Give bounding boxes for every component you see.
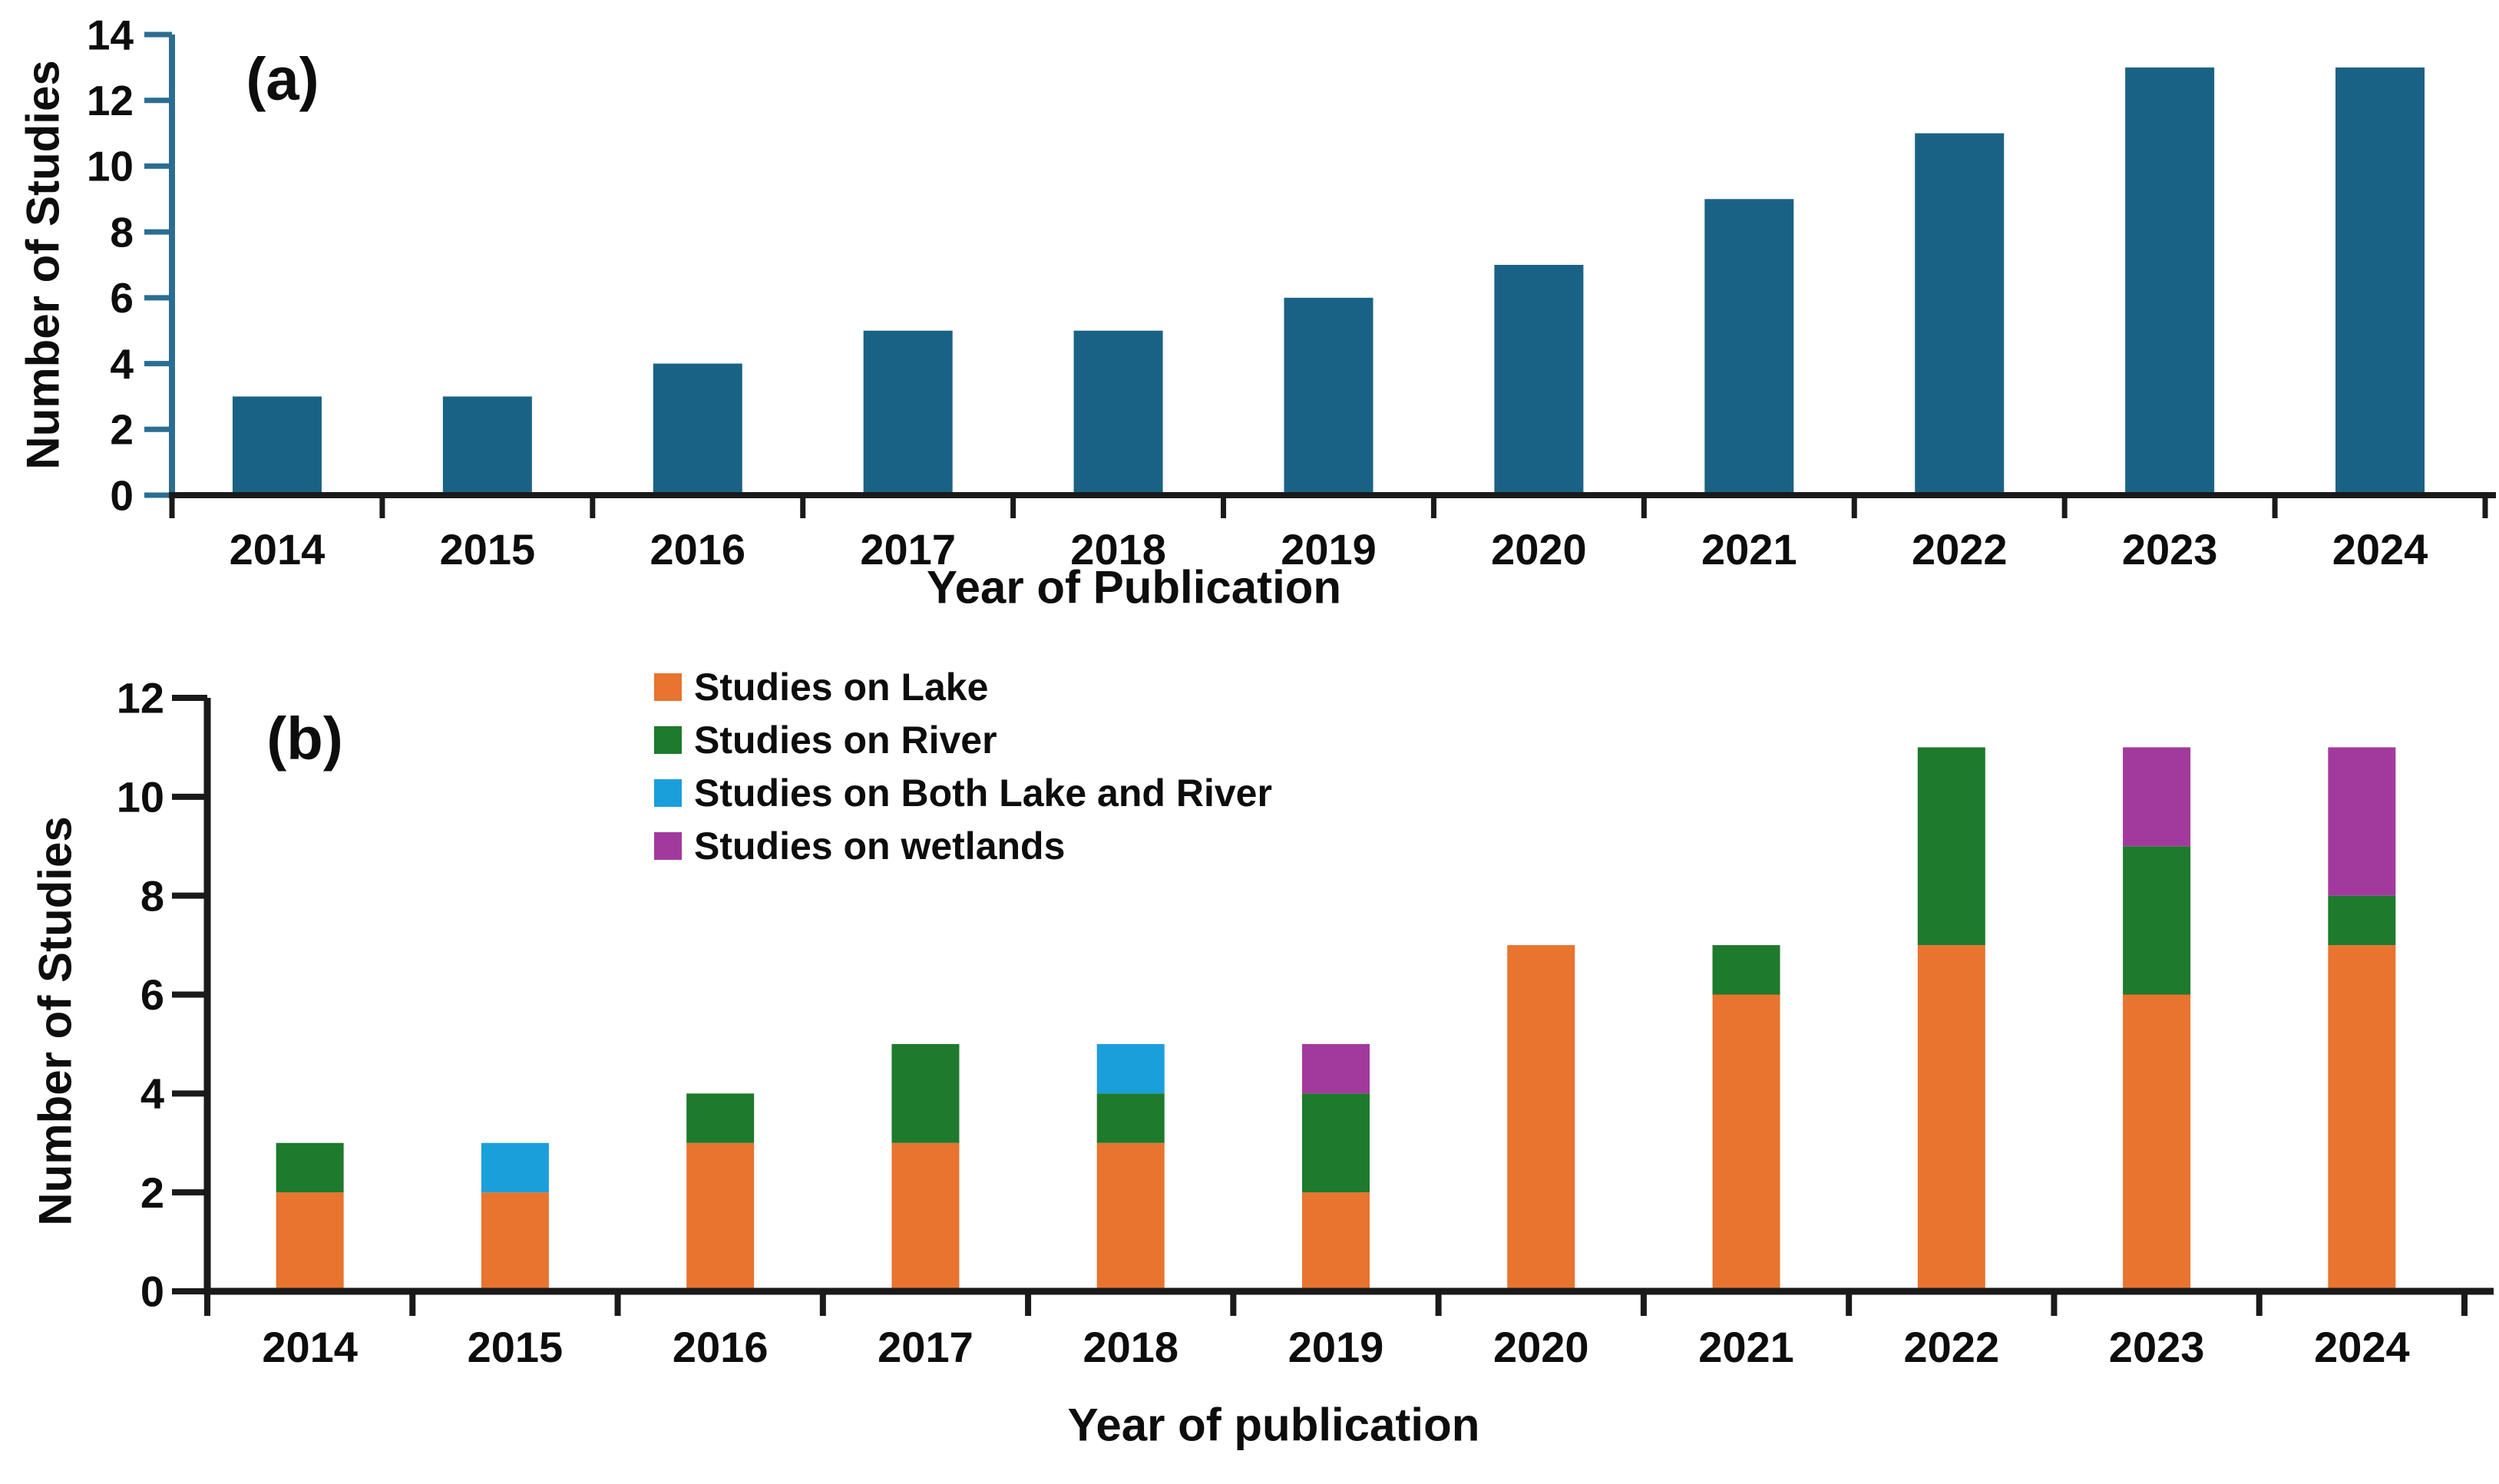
svg-text:0: 0	[140, 1268, 164, 1316]
panel-b-letter: (b)	[266, 704, 343, 772]
svg-text:8: 8	[110, 208, 134, 256]
svg-text:2016: 2016	[650, 525, 745, 573]
svg-text:12: 12	[87, 77, 134, 124]
panel-b-legend: Studies on Lake Studies on River Studies…	[654, 660, 1272, 872]
svg-text:2: 2	[140, 1168, 164, 1217]
svg-text:2020: 2020	[1493, 1323, 1589, 1371]
svg-text:6: 6	[140, 970, 164, 1019]
svg-text:2018: 2018	[1083, 1323, 1178, 1371]
svg-text:6: 6	[110, 274, 134, 322]
svg-text:2014: 2014	[230, 525, 326, 573]
panel-a-y-axis-title: Number of Studies	[17, 60, 69, 470]
svg-text:2024: 2024	[2314, 1323, 2410, 1371]
svg-text:10: 10	[117, 772, 164, 821]
legend-item-both: Studies on Both Lake and River	[654, 766, 1272, 819]
svg-text:2024: 2024	[2332, 525, 2428, 573]
river-swatch-icon	[654, 725, 682, 754]
svg-text:8: 8	[140, 871, 164, 920]
svg-text:2020: 2020	[1491, 525, 1587, 573]
legend-item-river: Studies on River	[654, 713, 1272, 766]
legend-item-lake: Studies on Lake	[654, 660, 1272, 713]
panel-a-letter: (a)	[246, 45, 319, 113]
svg-text:2021: 2021	[1698, 1323, 1794, 1371]
panel-b-plot: 0 2 4 6 8 10 12 2014 2015 2016 2017 2018 2019 2020 202…	[117, 674, 2494, 1371]
svg-text:2017: 2017	[878, 1323, 973, 1371]
lake-swatch-icon	[654, 673, 682, 701]
panel-a-plot: 0 2 4 6 8 10 12 14 2014 2015 2016 2017 2018 2019 2020 2…	[87, 11, 2496, 573]
svg-text:14: 14	[87, 11, 134, 58]
legend-label-wetlands: Studies on wetlands	[694, 824, 1066, 868]
svg-text:2: 2	[110, 406, 134, 454]
svg-text:2019: 2019	[1288, 1323, 1384, 1371]
panel-b-x-axis-title: Year of publication	[1067, 1399, 1480, 1451]
svg-text:12: 12	[117, 674, 164, 722]
svg-text:2019: 2019	[1281, 525, 1377, 573]
legend-label-river: Studies on River	[694, 718, 997, 762]
svg-text:2015: 2015	[468, 1323, 564, 1371]
svg-text:2016: 2016	[673, 1323, 769, 1371]
svg-text:2018: 2018	[1070, 525, 1166, 573]
svg-text:2022: 2022	[1904, 1323, 2000, 1371]
legend-label-lake: Studies on Lake	[694, 665, 989, 709]
legend-item-wetlands: Studies on wetlands	[654, 819, 1272, 872]
svg-text:4: 4	[140, 1069, 164, 1118]
svg-text:2022: 2022	[1912, 525, 2008, 573]
panel-a-x-axis-title: Year of Publication	[926, 561, 1342, 613]
svg-text:2017: 2017	[860, 525, 956, 573]
svg-text:2023: 2023	[2109, 1323, 2205, 1371]
svg-text:2015: 2015	[440, 525, 536, 573]
svg-text:2023: 2023	[2122, 525, 2218, 573]
svg-text:2014: 2014	[262, 1323, 358, 1371]
panel-b-y-axis-title: Number of Studies	[29, 816, 81, 1226]
svg-text:4: 4	[110, 340, 134, 388]
wetlands-swatch-icon	[654, 831, 682, 860]
svg-text:10: 10	[87, 143, 134, 190]
svg-text:2021: 2021	[1701, 525, 1797, 573]
both-lake-river-swatch-icon	[654, 778, 682, 807]
svg-text:0: 0	[110, 471, 134, 519]
legend-label-both: Studies on Both Lake and River	[694, 771, 1272, 815]
